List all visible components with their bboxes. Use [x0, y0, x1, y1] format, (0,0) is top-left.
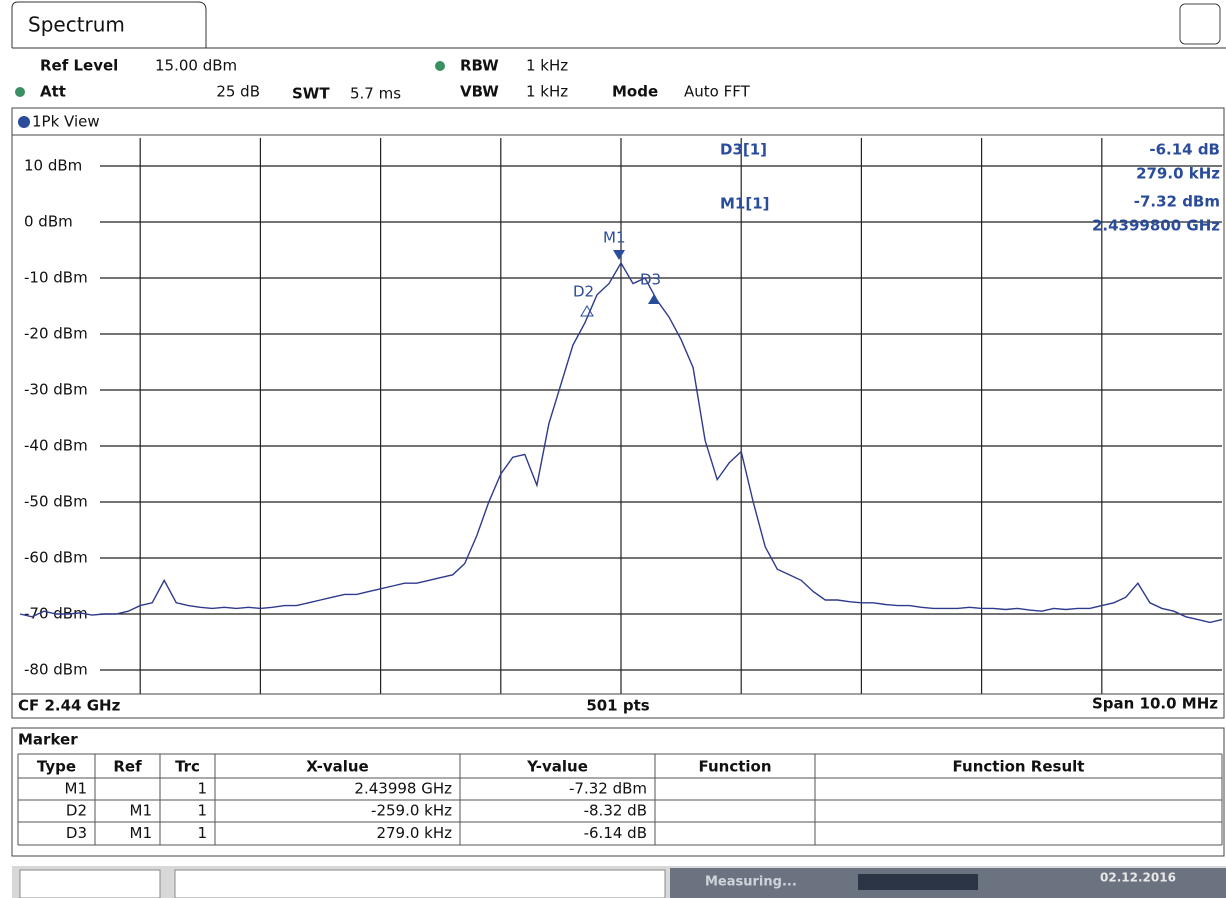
y-tick-label: -60 dBm — [24, 549, 88, 567]
table-cell: 2.43998 GHz — [354, 780, 452, 798]
status-field — [174, 869, 666, 898]
marker-m1 — [613, 250, 625, 260]
table-cell: 1 — [197, 824, 207, 842]
table-header: Ref — [113, 758, 142, 776]
progress — [858, 874, 978, 890]
table-cell: 1 — [197, 780, 207, 798]
table-cell: -7.32 dBm — [569, 780, 647, 798]
y-tick-label: -80 dBm — [24, 661, 88, 679]
setting-label: Att — [40, 83, 66, 101]
table-cell: D2 — [66, 802, 87, 820]
setting-label: Mode — [612, 83, 658, 101]
table-cell: 1 — [197, 802, 207, 820]
marker-table: Type Ref Trc X-value Y-value Function Function… — [17, 753, 1223, 846]
table-header: Y-value — [526, 758, 588, 776]
y-tick-label: -30 dBm — [24, 381, 88, 399]
marker-table-title: Marker — [18, 731, 78, 749]
setting-value: 5.7 ms — [350, 85, 401, 103]
span: Span 10.0 MHz — [1092, 695, 1218, 713]
table-header: Type — [37, 758, 76, 776]
setting-label: Ref Level — [40, 57, 118, 75]
marker-d3 — [648, 294, 660, 304]
table-cell: -8.32 dB — [584, 802, 647, 820]
table-header: X-value — [306, 758, 368, 776]
table-cell: -259.0 kHz — [371, 802, 452, 820]
y-tick-label: -10 dBm — [24, 269, 88, 287]
y-tick-label: 0 dBm — [24, 213, 73, 231]
marker-label: M1 — [603, 229, 626, 247]
y-tick-label: 10 dBm — [24, 157, 82, 175]
table-cell: M1 — [130, 802, 153, 820]
y-tick-label: -40 dBm — [24, 437, 88, 455]
table-cell: M1 — [130, 824, 153, 842]
status-button[interactable] — [19, 869, 161, 898]
y-tick-label: -50 dBm — [24, 493, 88, 511]
y-tick-label: -20 dBm — [24, 325, 88, 343]
marker-label: D3 — [640, 271, 661, 289]
table-header: Function — [698, 758, 771, 776]
plot-frame — [11, 107, 1225, 719]
setting-value: 15.00 dBm — [155, 57, 237, 75]
table-cell: D3 — [66, 824, 87, 842]
table-cell: -6.14 dB — [584, 824, 647, 842]
table-header: Function Result — [953, 758, 1085, 776]
att-indicator — [15, 87, 25, 97]
table-cell: 279.0 kHz — [376, 824, 452, 842]
marker-d2 — [580, 305, 594, 317]
setting-value: Auto FFT — [684, 83, 751, 101]
table-cell: M1 — [65, 780, 88, 798]
marker-panel — [11, 727, 1225, 857]
marker-info-name: M1[1] — [720, 195, 770, 213]
marker-info-value: 2.4399800 GHz — [1092, 217, 1220, 235]
setting-label: VBW — [460, 83, 499, 101]
tab-title: Spectrum — [28, 13, 125, 37]
view-label: 1Pk View — [32, 113, 100, 131]
tab[interactable] — [11, 1, 207, 48]
setting-value: 1 kHz — [526, 57, 568, 75]
marker-label: D2 — [573, 283, 594, 301]
points: 501 pts — [586, 697, 649, 715]
setting-label: SWT — [292, 85, 330, 103]
trace-indicator — [18, 116, 30, 128]
plot: 10 dBm 0 dBm -10 dBm -20 dBm -30 dBm -40 dBm -… — [19, 138, 1223, 694]
setting-value: 1 kHz — [526, 83, 568, 101]
menu-button[interactable] — [1179, 3, 1221, 45]
marker-info-value: 279.0 kHz — [1136, 165, 1220, 183]
marker-info-value: -7.32 dBm — [1134, 193, 1220, 211]
rbw-indicator — [435, 61, 445, 71]
status-state: Measuring... — [705, 875, 797, 890]
trace — [19, 261, 1223, 624]
setting-label: RBW — [460, 57, 499, 75]
setting-value: 25 dB — [216, 83, 260, 101]
status-date: 02.12.2016 — [1100, 871, 1176, 885]
center-frequency: CF 2.44 GHz — [18, 697, 121, 715]
table-header: Trc — [175, 758, 200, 776]
marker-info-value: -6.14 dB — [1149, 141, 1220, 159]
marker-info-name: D3[1] — [720, 141, 767, 159]
